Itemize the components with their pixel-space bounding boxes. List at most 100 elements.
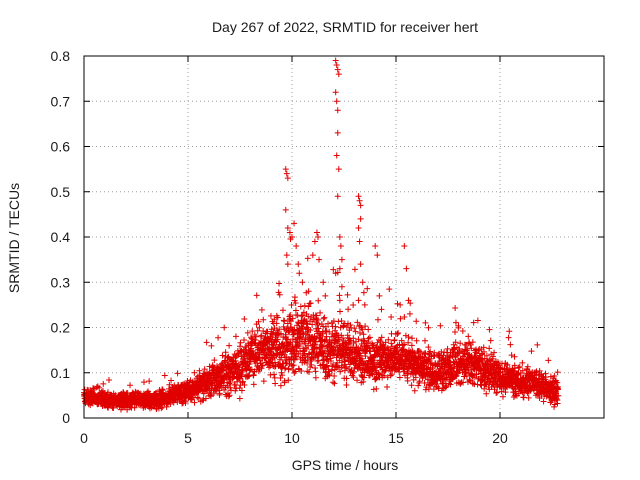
data-point — [163, 403, 170, 410]
data-point — [334, 107, 341, 114]
data-point — [440, 380, 447, 387]
data-point — [386, 286, 393, 293]
data-point — [293, 243, 300, 250]
data-point — [225, 393, 232, 400]
data-point — [474, 317, 481, 324]
data-point — [274, 336, 281, 343]
data-point — [168, 377, 175, 384]
data-point — [516, 363, 523, 370]
data-point — [282, 365, 289, 372]
data-point — [368, 370, 375, 377]
data-point — [413, 337, 420, 344]
data-point — [216, 390, 223, 397]
data-point — [226, 342, 233, 349]
data-point — [211, 357, 218, 364]
data-point — [333, 98, 340, 105]
data-point — [486, 326, 493, 333]
data-point — [313, 229, 320, 236]
data-point — [394, 300, 401, 307]
data-point — [250, 371, 257, 378]
data-point — [313, 345, 320, 352]
data-point — [327, 358, 334, 365]
data-point — [253, 292, 260, 299]
data-point — [497, 369, 504, 376]
data-point — [452, 305, 459, 312]
data-point — [554, 379, 561, 386]
data-point — [312, 368, 319, 375]
data-point — [356, 238, 363, 245]
data-point — [295, 350, 302, 357]
data-point — [443, 360, 450, 367]
data-point — [542, 374, 549, 381]
data-point — [554, 400, 561, 407]
data-point — [340, 354, 347, 361]
data-point — [215, 334, 222, 341]
data-point — [468, 352, 475, 359]
data-point — [332, 89, 339, 96]
data-point — [239, 368, 246, 375]
data-point — [284, 261, 291, 268]
data-point — [323, 328, 330, 335]
data-point — [333, 62, 340, 69]
data-point — [347, 322, 354, 329]
data-point — [323, 363, 330, 370]
data-point — [378, 334, 385, 341]
data-point — [330, 266, 337, 273]
data-point — [191, 399, 198, 406]
data-point — [321, 347, 328, 354]
data-point — [325, 368, 332, 375]
data-point — [359, 326, 366, 333]
data-point — [388, 371, 395, 378]
data-point — [291, 220, 298, 227]
data-point — [336, 297, 343, 304]
data-point — [384, 383, 391, 390]
data-point — [385, 336, 392, 343]
data-point — [314, 322, 321, 329]
data-point — [481, 348, 488, 355]
data-point — [247, 342, 254, 349]
data-point — [338, 317, 345, 324]
data-point — [373, 343, 380, 350]
data-point — [525, 394, 532, 401]
data-point — [267, 371, 274, 378]
data-point — [494, 359, 501, 366]
data-point — [238, 387, 245, 394]
data-point — [250, 381, 257, 388]
data-point — [519, 367, 526, 374]
data-point — [288, 324, 295, 331]
data-point — [200, 396, 207, 403]
data-point — [401, 341, 408, 348]
data-point — [491, 349, 498, 356]
data-point — [349, 370, 356, 377]
data-point — [320, 315, 327, 322]
data-point — [307, 327, 314, 334]
data-point — [309, 252, 316, 259]
data-point — [473, 371, 480, 378]
data-point — [459, 357, 466, 364]
data-point — [402, 332, 409, 339]
data-point — [400, 346, 407, 353]
data-point — [362, 353, 369, 360]
data-point — [285, 366, 292, 373]
data-point — [337, 243, 344, 250]
data-point — [286, 229, 293, 236]
data-point — [408, 342, 415, 349]
data-point — [306, 369, 313, 376]
data-point — [282, 206, 289, 213]
data-point — [322, 323, 329, 330]
data-point — [235, 362, 242, 369]
data-point — [337, 308, 344, 315]
data-point — [305, 313, 312, 320]
data-point — [280, 317, 287, 324]
data-point — [489, 353, 496, 360]
data-point — [311, 238, 318, 245]
data-point — [443, 383, 450, 390]
data-point — [470, 319, 477, 326]
data-point — [244, 329, 251, 336]
data-point — [174, 370, 181, 377]
data-point — [331, 380, 338, 387]
data-point — [483, 352, 490, 359]
data-point — [357, 261, 364, 268]
data-point — [343, 382, 350, 389]
y-tick-label: 0.6 — [51, 139, 71, 155]
